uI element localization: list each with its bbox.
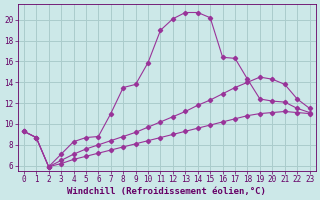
X-axis label: Windchill (Refroidissement éolien,°C): Windchill (Refroidissement éolien,°C) [67, 187, 266, 196]
